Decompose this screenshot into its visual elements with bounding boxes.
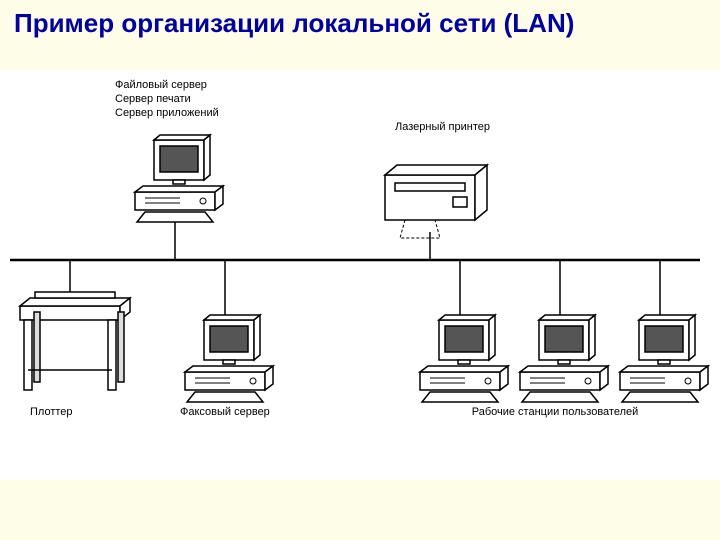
node-ws3 xyxy=(620,260,708,402)
page-title: Пример организации локальной сети (LAN) xyxy=(0,8,720,39)
node-fax: Факсовый сервер xyxy=(180,260,273,418)
svg-text:Плоттер: Плоттер xyxy=(30,406,73,418)
node-printer: Лазерный принтер xyxy=(385,121,490,260)
svg-text:Факсовый сервер: Факсовый сервер xyxy=(180,406,270,418)
node-ws1 xyxy=(420,260,508,402)
node-server: Файловый сервер Сервер печати Сервер прило… xyxy=(115,79,223,260)
node-plotter: Плоттер xyxy=(20,260,130,418)
svg-text:Файловый сервер: Файловый сервер xyxy=(115,79,207,91)
svg-text:Сервер печати: Сервер печати xyxy=(115,93,191,105)
svg-text:Рабочие станции пользователей: Рабочие станции пользователей xyxy=(472,406,639,418)
node-ws2 xyxy=(520,260,608,402)
diagram-canvas: Файловый сервер Сервер печати Сервер прило… xyxy=(0,70,720,480)
svg-text:Лазерный принтер: Лазерный принтер xyxy=(395,121,490,133)
svg-text:Сервер приложений: Сервер приложений xyxy=(115,107,219,119)
